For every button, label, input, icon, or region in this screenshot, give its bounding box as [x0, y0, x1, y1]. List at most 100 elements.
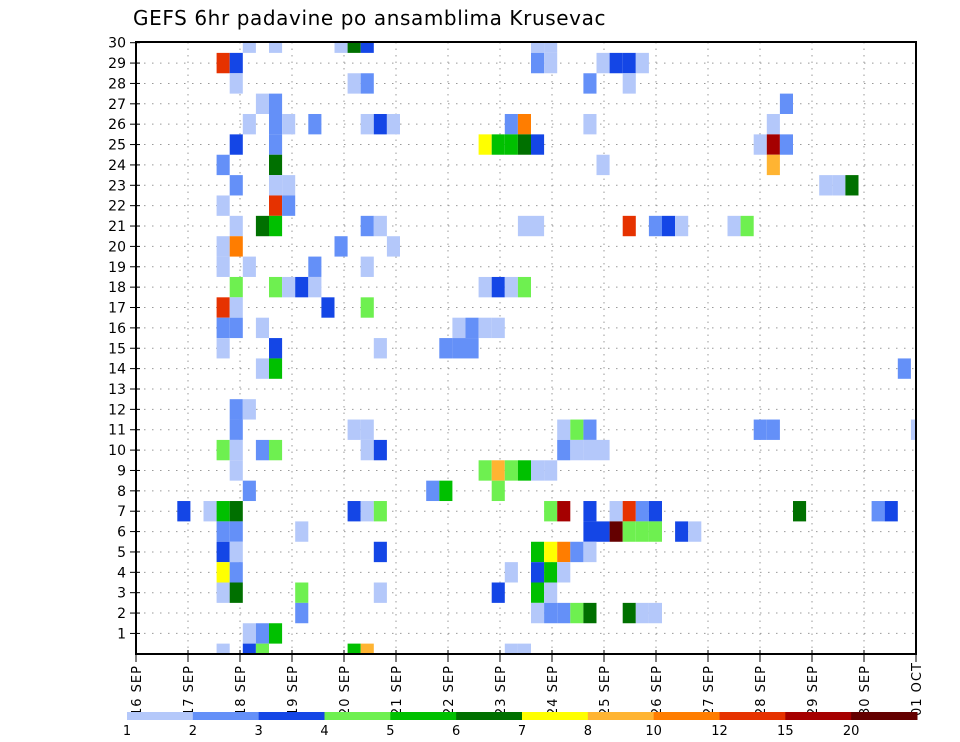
heatmap-cell [282, 195, 296, 216]
heatmap-cell [386, 236, 400, 257]
heatmap-cell [229, 52, 243, 74]
heatmap-cell [517, 215, 531, 237]
heatmap-cell [216, 52, 230, 74]
heatmap-cell [622, 501, 636, 522]
legend-swatch [522, 712, 589, 720]
heatmap-cell [819, 175, 833, 196]
heatmap-cell [360, 439, 374, 461]
heatmap-cell [216, 154, 230, 176]
heatmap-cell [295, 276, 309, 298]
heatmap-cell [295, 582, 309, 603]
heatmap-cell [242, 113, 256, 135]
heatmap-cell [229, 541, 243, 563]
heatmap-cell [910, 419, 916, 440]
heatmap-cell [583, 602, 597, 624]
heatmap-cell [373, 582, 387, 603]
heatmap-cell [531, 42, 545, 53]
x-tick-label: 28 SEP [754, 665, 769, 716]
heatmap-cell [596, 154, 610, 176]
heatmap-cell [229, 419, 243, 440]
heatmap-cell [308, 113, 322, 135]
y-tick-label: 18 [108, 280, 126, 296]
heatmap-cell [386, 113, 400, 135]
y-tick-label: 21 [108, 219, 126, 235]
y-tick-label: 7 [117, 504, 126, 520]
heatmap-cell [753, 134, 767, 155]
heatmap-cell [517, 134, 531, 155]
heatmap-cell [727, 215, 741, 237]
heatmap-cell [478, 134, 492, 155]
heatmap-cell [229, 582, 243, 603]
x-tick-label: 18 SEP [234, 665, 249, 716]
heatmap-cell [216, 582, 230, 603]
heatmap-cell [675, 521, 689, 542]
heatmap-cell [570, 541, 584, 563]
y-tick-label: 13 [108, 382, 126, 398]
y-tick-label: 16 [108, 321, 126, 337]
heatmap-cell [557, 602, 571, 624]
heatmap-cell [229, 236, 243, 257]
heatmap-cell [557, 541, 571, 563]
heatmap-cell [517, 113, 531, 135]
heatmap-cell [216, 195, 230, 216]
heatmap-cell [753, 419, 767, 440]
heatmap-cell [216, 521, 230, 542]
heatmap-cell [766, 154, 780, 176]
heatmap-cell [216, 562, 230, 583]
heatmap-cell [426, 480, 440, 502]
x-tick-label: 01 OCT [910, 662, 925, 716]
y-tick-label: 2 [117, 606, 126, 622]
legend-label: 5 [386, 724, 394, 739]
legend-swatch [324, 712, 391, 720]
legend-label: 3 [255, 724, 263, 739]
heatmap-cell [269, 42, 283, 53]
heatmap-cell [793, 501, 807, 522]
heatmap-cell [452, 317, 466, 339]
y-tick-label: 22 [108, 199, 126, 215]
heatmap-cell [531, 562, 545, 583]
heatmap-cell [203, 501, 217, 522]
heatmap-cell [229, 317, 243, 339]
heatmap-cell [242, 399, 256, 420]
heatmap-cell [609, 521, 623, 542]
heatmap-cell [583, 521, 597, 542]
heatmap-cell [439, 338, 453, 359]
heatmap-cell [740, 215, 754, 237]
y-tick-label: 12 [108, 402, 126, 418]
chart-title: GEFS 6hr padavine po ansamblima Krusevac [133, 6, 607, 30]
y-tick-label: 1 [117, 626, 126, 642]
heatmap-cell [557, 501, 571, 522]
heatmap-cell [544, 501, 558, 522]
legend-swatch [719, 712, 786, 720]
x-tick-label: 19 SEP [286, 665, 301, 716]
heatmap-cell [583, 541, 597, 563]
y-tick-label: 26 [108, 117, 126, 133]
heatmap-cell [255, 317, 269, 339]
y-tick-label: 28 [108, 76, 126, 92]
heatmap-cell [544, 460, 558, 481]
legend-label: 6 [452, 724, 460, 739]
heatmap-cell [373, 215, 387, 237]
heatmap-cell [544, 541, 558, 563]
heatmap-cell [334, 42, 348, 53]
heatmap-cell [766, 419, 780, 440]
legend-swatch [127, 712, 194, 720]
legend-label: 2 [189, 724, 197, 739]
heatmap-cell [504, 113, 518, 135]
heatmap-cell [531, 541, 545, 563]
heatmap-cell [282, 113, 296, 135]
heatmap-cell [373, 113, 387, 135]
y-tick-label: 30 [108, 36, 126, 52]
heatmap-cell [229, 297, 243, 318]
heatmap-cell [373, 501, 387, 522]
heatmap-cell [439, 480, 453, 502]
heatmap-cell [635, 521, 649, 542]
legend-colorbar: 1 2 3 4 5 6 7 8 10 12 15 20 [123, 712, 918, 739]
heatmap-cell [373, 338, 387, 359]
legend-label: 1 [123, 724, 131, 739]
legend-swatch [192, 712, 260, 720]
heatmap-cell [648, 215, 662, 237]
heatmap-cell [360, 297, 374, 318]
heatmap-cell [557, 562, 571, 583]
x-tick-label: 26 SEP [650, 665, 665, 716]
